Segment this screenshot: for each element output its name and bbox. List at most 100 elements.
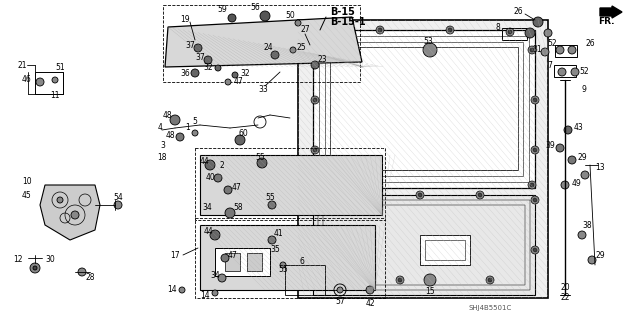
Text: 26: 26 [513, 8, 523, 17]
Circle shape [214, 174, 222, 182]
Circle shape [544, 29, 552, 37]
Text: 57: 57 [335, 298, 345, 307]
Circle shape [71, 211, 79, 219]
Circle shape [486, 276, 494, 284]
Bar [247, 253, 262, 271]
Text: 40: 40 [205, 174, 215, 182]
Text: 43: 43 [573, 123, 583, 132]
Text: 38: 38 [582, 220, 592, 229]
Text: 48: 48 [165, 130, 175, 139]
Text: 6: 6 [300, 257, 305, 266]
Circle shape [568, 46, 576, 54]
Circle shape [232, 72, 238, 78]
FancyArrow shape [600, 6, 622, 18]
Circle shape [235, 135, 245, 145]
Circle shape [52, 77, 58, 83]
Circle shape [311, 186, 319, 194]
Text: 12: 12 [13, 256, 23, 264]
Text: 35: 35 [270, 246, 280, 255]
Text: 2: 2 [220, 160, 225, 169]
Circle shape [424, 274, 436, 286]
Circle shape [531, 196, 539, 204]
Text: 9: 9 [582, 85, 586, 94]
Circle shape [311, 146, 319, 154]
Bar [425, 240, 465, 260]
Polygon shape [40, 185, 100, 240]
Circle shape [376, 26, 384, 34]
Text: 30: 30 [45, 256, 55, 264]
Circle shape [531, 246, 539, 254]
Circle shape [204, 56, 212, 64]
Circle shape [30, 263, 40, 273]
Text: 3: 3 [161, 140, 165, 150]
Text: 47: 47 [233, 78, 243, 86]
Circle shape [416, 191, 424, 199]
Circle shape [396, 276, 404, 284]
Text: 55: 55 [278, 265, 288, 275]
Text: 24: 24 [263, 43, 273, 53]
Circle shape [556, 46, 564, 54]
Text: SHJ4B5501C: SHJ4B5501C [468, 305, 511, 311]
Polygon shape [313, 30, 535, 188]
Circle shape [398, 278, 402, 282]
Circle shape [33, 266, 37, 270]
Bar [35, 72, 63, 94]
Text: 44: 44 [199, 158, 209, 167]
Text: 59: 59 [217, 5, 227, 14]
Circle shape [221, 254, 229, 262]
Text: 11: 11 [51, 92, 60, 100]
Text: 5: 5 [193, 117, 197, 127]
Text: 21: 21 [17, 61, 27, 70]
Circle shape [378, 28, 382, 32]
Text: 51: 51 [55, 63, 65, 72]
Circle shape [488, 278, 492, 282]
Text: 50: 50 [285, 11, 295, 19]
Text: 19: 19 [180, 16, 190, 25]
Circle shape [558, 68, 566, 76]
Circle shape [192, 130, 198, 136]
Text: 26: 26 [585, 39, 595, 48]
Circle shape [205, 160, 215, 170]
Text: 13: 13 [595, 164, 605, 173]
Circle shape [191, 69, 199, 77]
Circle shape [568, 156, 576, 164]
Circle shape [448, 28, 452, 32]
Circle shape [541, 48, 549, 56]
Text: 18: 18 [157, 153, 167, 162]
Text: 7: 7 [548, 61, 552, 70]
Text: 14: 14 [200, 291, 210, 300]
Text: FR.: FR. [598, 18, 614, 26]
Circle shape [194, 44, 202, 52]
Circle shape [366, 286, 374, 294]
Circle shape [290, 47, 296, 53]
Circle shape [260, 11, 270, 21]
Circle shape [228, 14, 236, 22]
Text: 31: 31 [532, 46, 542, 55]
Text: 36: 36 [180, 69, 190, 78]
Bar [420, 235, 470, 265]
Text: 37: 37 [195, 53, 205, 62]
Circle shape [530, 48, 534, 52]
Circle shape [313, 278, 317, 282]
Circle shape [313, 98, 317, 102]
Text: 45: 45 [22, 190, 32, 199]
Text: 32: 32 [203, 63, 213, 71]
Text: 49: 49 [571, 180, 581, 189]
Bar [554, 65, 576, 77]
Circle shape [581, 171, 589, 179]
Text: 29: 29 [577, 153, 587, 162]
Circle shape [210, 230, 220, 240]
Circle shape [531, 96, 539, 104]
Circle shape [271, 51, 279, 59]
Text: 58: 58 [233, 204, 243, 212]
Circle shape [588, 256, 596, 264]
Bar [195, 218, 385, 298]
Text: 25: 25 [296, 42, 306, 51]
Text: 22: 22 [560, 293, 570, 302]
Text: 15: 15 [425, 287, 435, 296]
Circle shape [525, 28, 535, 38]
Circle shape [528, 181, 536, 189]
Text: 17: 17 [170, 250, 180, 259]
Polygon shape [200, 155, 382, 215]
Circle shape [418, 193, 422, 197]
